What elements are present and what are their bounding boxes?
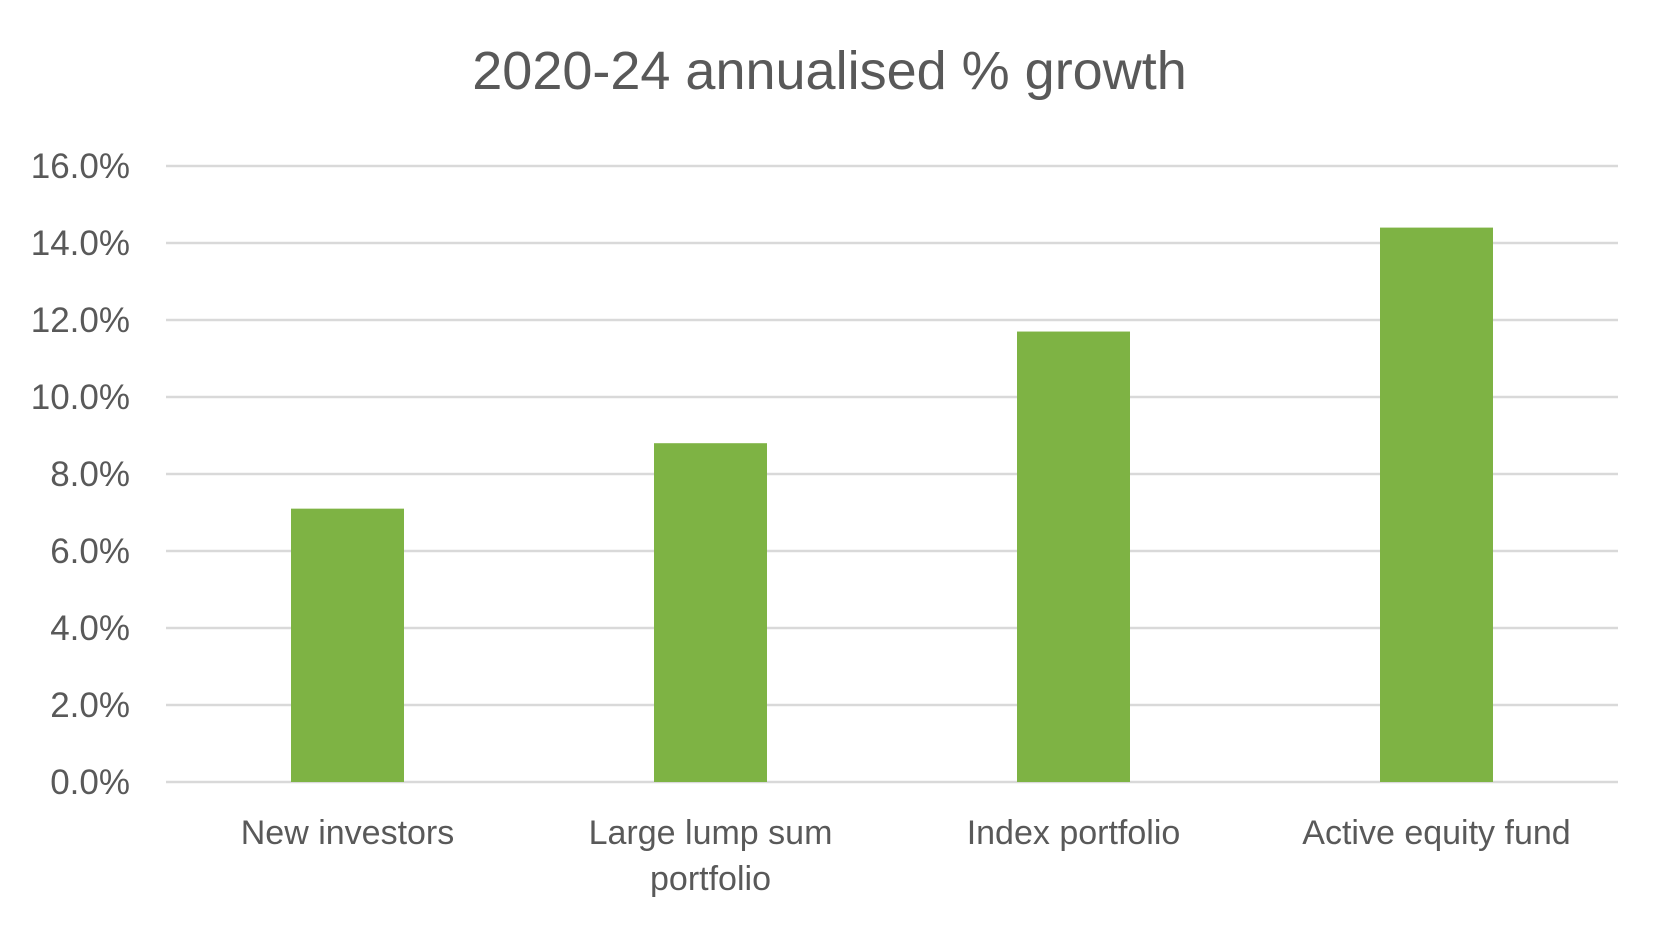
y-tick-label: 4.0% [50, 609, 130, 648]
bar [1017, 331, 1130, 782]
y-tick-label: 6.0% [50, 532, 130, 571]
y-tick-label: 14.0% [31, 224, 130, 263]
bar [1380, 227, 1493, 783]
y-tick-label: 10.0% [31, 378, 130, 417]
bar [654, 443, 767, 782]
chart-title: 2020-24 annualised % growth [472, 41, 1187, 101]
y-tick-label: 8.0% [50, 455, 130, 494]
bar [291, 508, 404, 782]
y-tick-label: 16.0% [31, 147, 130, 186]
y-tick-label: 0.0% [50, 763, 130, 802]
y-tick-label: 2.0% [50, 686, 130, 725]
y-tick-label: 12.0% [31, 301, 130, 340]
x-category-label: Index portfolio [967, 814, 1181, 852]
x-category-label: portfolio [650, 860, 771, 898]
x-category-label: Active equity fund [1302, 814, 1570, 852]
x-category-label: New investors [241, 814, 455, 852]
x-category-label: Large lump sum [589, 814, 833, 852]
